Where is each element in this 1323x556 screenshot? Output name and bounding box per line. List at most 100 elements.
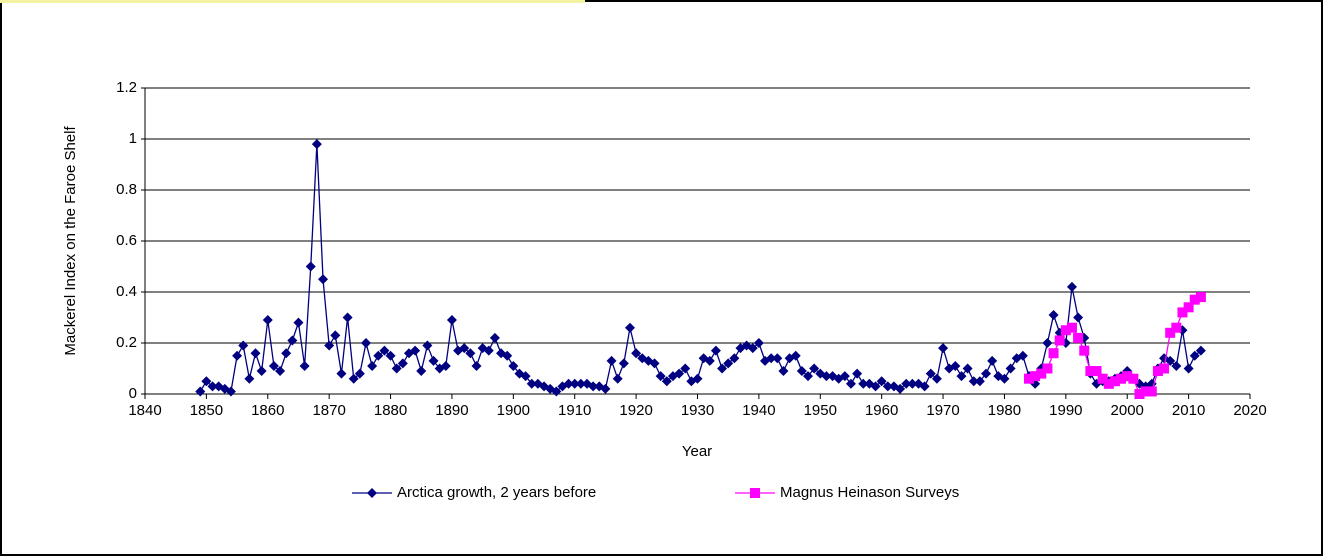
point [367, 360, 378, 371]
point [766, 353, 777, 364]
point [446, 315, 457, 326]
point [803, 371, 813, 382]
x-tick-label: 1960 [865, 402, 898, 419]
point [330, 330, 341, 341]
point [201, 376, 212, 387]
x-tick-label: 1910 [558, 402, 591, 419]
point [471, 360, 482, 371]
point [1195, 292, 1206, 303]
point [465, 348, 476, 359]
x-tick-label: 1950 [804, 402, 837, 419]
y-tick-label: 1 [129, 130, 137, 147]
point [981, 368, 992, 379]
point [925, 368, 936, 379]
point [1054, 335, 1065, 346]
point [483, 345, 494, 356]
point [379, 345, 390, 356]
point [1036, 368, 1047, 379]
point [796, 366, 807, 377]
point [1183, 302, 1194, 313]
point [575, 378, 586, 389]
point [324, 340, 335, 351]
x-tick-label: 1990 [1049, 402, 1082, 419]
point [692, 373, 703, 384]
point [1066, 322, 1077, 333]
point [704, 355, 715, 366]
x-tick-label: 2020 [1233, 402, 1266, 419]
point [244, 373, 255, 384]
point [974, 376, 985, 387]
point [1171, 322, 1182, 333]
x-tick-label: 1850 [190, 402, 223, 419]
y-axis-title: Mackerel Index on the Faroe Shelf [62, 126, 79, 356]
point [508, 360, 519, 371]
point [373, 350, 384, 361]
point [397, 358, 408, 369]
point [606, 355, 617, 366]
point [262, 315, 273, 326]
point [225, 386, 236, 397]
y-tick-label: 0.2 [116, 334, 137, 351]
point [489, 332, 500, 343]
point [1189, 350, 1200, 361]
point [1128, 373, 1139, 384]
point [882, 381, 893, 392]
frame-highlight [0, 0, 585, 3]
x-tick-label: 1940 [742, 402, 775, 419]
x-tick-label: 1890 [435, 402, 468, 419]
point [1171, 360, 1182, 371]
point [631, 348, 642, 359]
point [287, 335, 298, 346]
point [305, 261, 316, 272]
point [901, 378, 912, 389]
point [1097, 373, 1108, 384]
y-tick-label: 0.4 [116, 283, 137, 300]
point [1134, 389, 1145, 399]
point [256, 366, 267, 377]
point [1195, 345, 1206, 356]
point [821, 371, 832, 382]
point [268, 360, 279, 371]
x-tick-label: 1930 [681, 402, 714, 419]
point [956, 371, 967, 382]
point [938, 343, 949, 354]
point [232, 350, 243, 361]
point [1091, 366, 1102, 377]
point [299, 360, 310, 371]
point [1005, 363, 1016, 374]
point [1079, 345, 1090, 356]
point [410, 345, 421, 356]
point [1109, 376, 1120, 387]
x-tick-label: 1980 [988, 402, 1021, 419]
point [1165, 327, 1176, 338]
point [790, 350, 801, 361]
point [987, 355, 998, 366]
point [293, 317, 304, 328]
point [1177, 307, 1188, 318]
point [1183, 363, 1194, 374]
point [674, 368, 685, 379]
point [195, 386, 206, 397]
point [1140, 386, 1151, 397]
point [361, 338, 371, 348]
point [1103, 378, 1114, 389]
x-tick-label: 1880 [374, 402, 407, 419]
point [710, 345, 721, 356]
point [729, 353, 740, 364]
point [428, 355, 439, 366]
point [907, 378, 918, 389]
point [895, 383, 906, 394]
point [968, 376, 979, 387]
point [1146, 386, 1157, 397]
x-tick-label: 1920 [619, 402, 652, 419]
point [1017, 350, 1028, 361]
point [655, 371, 666, 382]
point [416, 366, 427, 377]
point [526, 378, 537, 389]
point [876, 376, 887, 387]
x-tick-label: 1900 [497, 402, 530, 419]
point [1189, 294, 1200, 305]
point [858, 378, 869, 389]
